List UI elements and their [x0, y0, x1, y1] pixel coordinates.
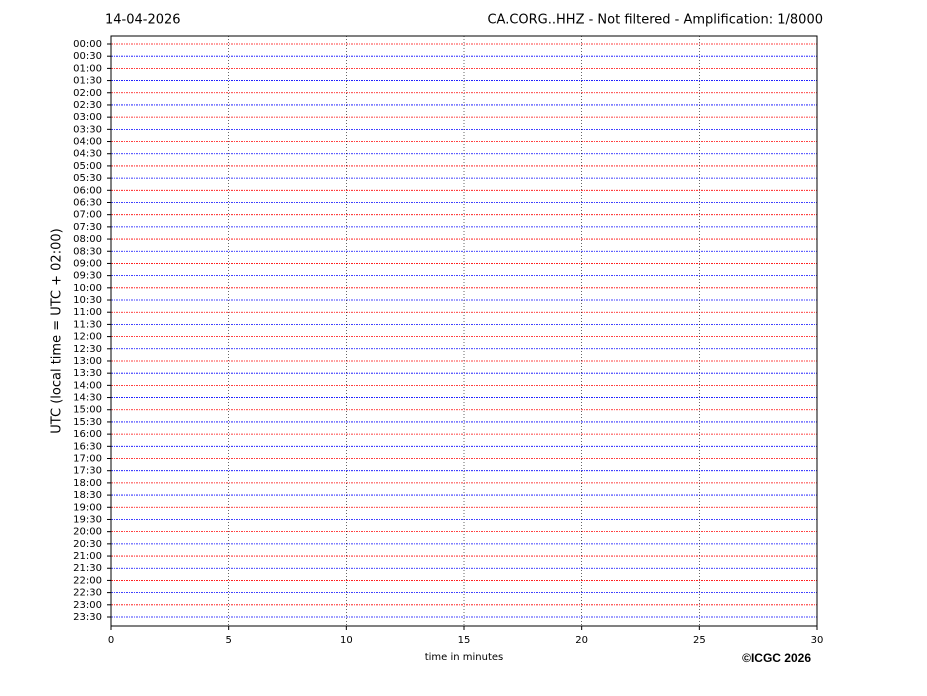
y-tick-label: 03:30: [73, 124, 102, 135]
x-tick-label: 20: [575, 635, 588, 646]
y-tick-label: 11:30: [73, 319, 102, 330]
y-tick-label: 05:30: [73, 173, 102, 184]
y-tick-label: 01:00: [73, 63, 102, 74]
y-tick-label: 19:30: [73, 514, 102, 525]
y-tick-label: 22:00: [73, 575, 102, 586]
y-tick-label: 14:00: [73, 380, 102, 391]
y-tick-label: 17:00: [73, 454, 102, 465]
y-tick-label: 07:30: [73, 222, 102, 233]
y-tick-label: 00:00: [73, 39, 102, 50]
y-tick-label: 14:30: [73, 393, 102, 404]
y-tick-label: 01:30: [73, 76, 102, 87]
y-axis-label: UTC (local time = UTC + 02:00): [50, 228, 65, 433]
y-tick-label: 11:00: [73, 307, 102, 318]
y-tick-label: 12:30: [73, 344, 102, 355]
y-tick-label: 21:30: [73, 563, 102, 574]
y-tick-label: 10:00: [73, 283, 102, 294]
y-tick-label: 16:00: [73, 429, 102, 440]
y-tick-label: 23:00: [73, 600, 102, 611]
y-tick-label: 21:00: [73, 551, 102, 562]
y-tick-label: 12:00: [73, 332, 102, 343]
y-tick-label: 10:30: [73, 295, 102, 306]
y-tick-label: 03:00: [73, 112, 102, 123]
y-tick-label: 02:00: [73, 88, 102, 99]
y-tick-label: 02:30: [73, 100, 102, 111]
x-tick-label: 0: [108, 635, 114, 646]
x-tick-label: 10: [340, 635, 353, 646]
y-tick-label: 23:30: [73, 612, 102, 623]
y-tick-label: 04:30: [73, 149, 102, 160]
chart-date: 14-04-2026: [105, 13, 181, 28]
y-tick-label: 15:30: [73, 417, 102, 428]
x-tick-label: 30: [811, 635, 824, 646]
chart-title: CA.CORG..HHZ - Not filtered - Amplificat…: [487, 13, 823, 28]
y-tick-label: 09:00: [73, 258, 102, 269]
y-tick-label: 13:00: [73, 356, 102, 367]
y-tick-label: 20:00: [73, 527, 102, 538]
y-tick-label: 13:30: [73, 368, 102, 379]
y-tick-label: 15:00: [73, 405, 102, 416]
y-tick-label: 06:30: [73, 197, 102, 208]
plot-area: [110, 36, 818, 626]
y-tick-label: 05:00: [73, 161, 102, 172]
x-axis-label: time in minutes: [425, 652, 504, 663]
y-tick-label: 18:00: [73, 478, 102, 489]
y-tick-label: 04:00: [73, 137, 102, 148]
y-tick-label: 00:30: [73, 51, 102, 62]
y-tick-label: 07:00: [73, 210, 102, 221]
y-tick-label: 17:30: [73, 466, 102, 477]
y-tick-label: 08:30: [73, 246, 102, 257]
y-tick-label: 09:30: [73, 271, 102, 282]
x-tick-label: 5: [225, 635, 231, 646]
x-tick-label: 15: [458, 635, 471, 646]
y-tick-label: 22:30: [73, 588, 102, 599]
x-tick-label: 25: [693, 635, 706, 646]
y-tick-label: 06:00: [73, 185, 102, 196]
y-tick-label: 16:30: [73, 441, 102, 452]
y-tick-label: 18:30: [73, 490, 102, 501]
credit: ©ICGC 2026: [742, 651, 811, 665]
y-tick-label: 20:30: [73, 539, 102, 550]
y-tick-label: 08:00: [73, 234, 102, 245]
y-tick-label: 19:00: [73, 502, 102, 513]
